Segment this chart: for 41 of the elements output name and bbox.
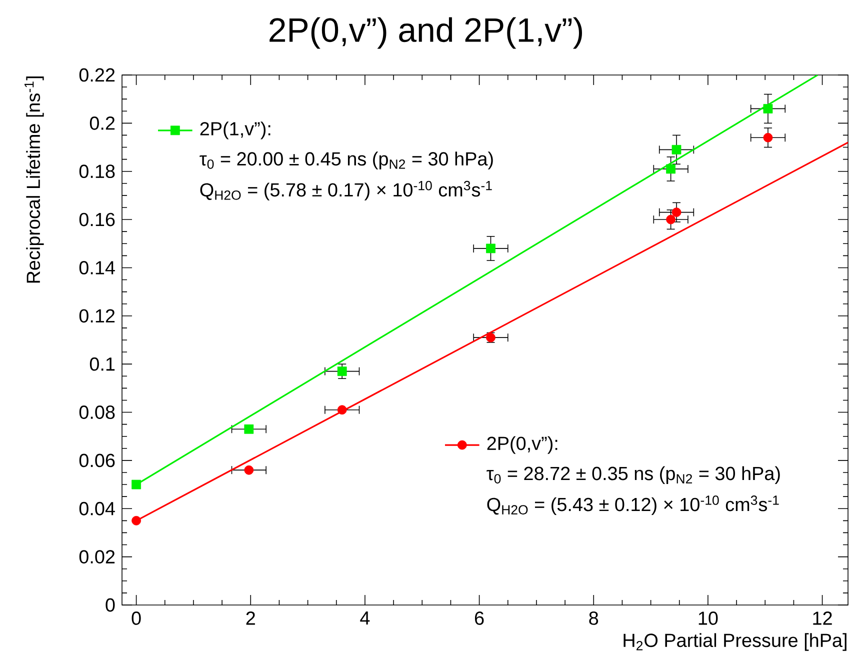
x-tick-label: 10 xyxy=(698,611,718,625)
y-axis-title: Reciprocal Lifetime [ns$^{-1}$] xyxy=(24,76,44,283)
point xyxy=(337,405,347,415)
point xyxy=(132,480,141,490)
y-tick-label: 0.2 xyxy=(90,116,115,130)
y-tick-label: 0.08 xyxy=(79,406,115,419)
y-tick-label: 0.12 xyxy=(79,309,115,323)
y-tick-label: 0.18 xyxy=(79,164,115,178)
annotation: τ$_{0}$ = 28.72 ± 0.35 ns (p$_{N2}$ = 30 hPa) xyxy=(486,466,780,484)
x-tick-label: 4 xyxy=(360,612,370,625)
point xyxy=(666,214,676,224)
y-tick-label: 0.02 xyxy=(79,550,115,564)
point xyxy=(666,164,676,174)
point xyxy=(337,366,347,376)
x-tick-label: 2 xyxy=(246,611,255,625)
y-tick-label: 0.1 xyxy=(90,357,115,371)
annotation: Q$_{H2O}$ = (5.43 ± 0.12) × 10$^{-10}$ cm$^{3}$s$^{-1}$ xyxy=(487,496,779,515)
legend-label: 2P(1,v”): xyxy=(200,122,270,140)
y-tick-label: 0.06 xyxy=(79,454,115,468)
y-tick-label: 0.14 xyxy=(79,261,115,274)
point xyxy=(672,208,682,218)
x-tick-label: 12 xyxy=(813,611,832,625)
annotation: τ$_{0}$ = 20.00 ± 0.45 ns (p$_{N2}$ = 30 hPa) xyxy=(200,152,493,170)
legend-label: 2P(0,v”): xyxy=(487,436,558,454)
annotation: Q$_{H2O}$ = (5.78 ± 0.17) × 10$^{-10}$ cm$^{3}$s$^{-1}$ xyxy=(200,180,492,200)
x-tick-label: 6 xyxy=(474,611,484,625)
x-tick-label: 0 xyxy=(132,611,141,625)
y-tick-label: 0.04 xyxy=(79,502,115,516)
y-tick-label: 0.16 xyxy=(79,212,115,226)
point xyxy=(244,465,254,475)
point xyxy=(763,132,773,142)
point xyxy=(244,424,254,434)
point xyxy=(763,104,773,114)
chart-title: 2P(0,v”) and 2P(1,v”) xyxy=(270,17,582,49)
y-tick-label: 0 xyxy=(106,598,115,612)
x-axis-title: H$_{2}$O Partial Pressure [hPa] xyxy=(624,633,846,651)
point xyxy=(672,144,682,154)
y-tick-label: 0.22 xyxy=(79,68,115,82)
x-tick-label: 8 xyxy=(589,611,598,625)
point xyxy=(486,244,496,254)
point xyxy=(132,516,141,526)
